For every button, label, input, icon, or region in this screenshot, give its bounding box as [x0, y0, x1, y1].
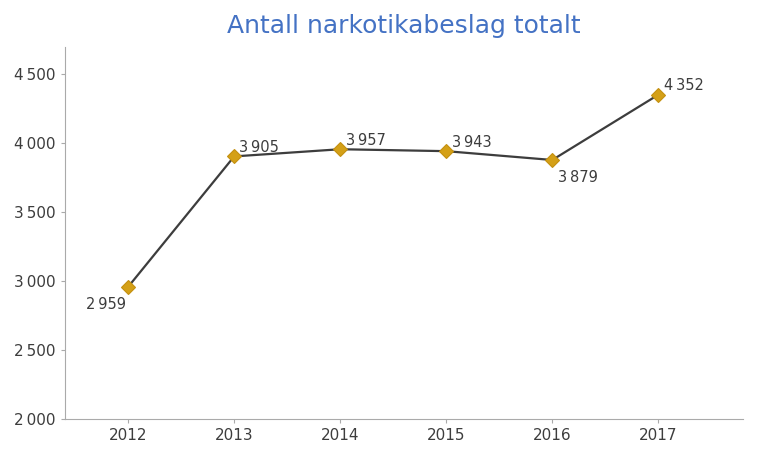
Text: 4 352: 4 352	[664, 78, 703, 93]
Text: 3 957: 3 957	[345, 133, 385, 148]
Text: 3 905: 3 905	[239, 140, 279, 155]
Text: 2 959: 2 959	[86, 297, 126, 312]
Title: Antall narkotikabeslag totalt: Antall narkotikabeslag totalt	[227, 14, 581, 38]
Text: 3 879: 3 879	[558, 170, 597, 186]
Text: 3 943: 3 943	[451, 135, 491, 150]
